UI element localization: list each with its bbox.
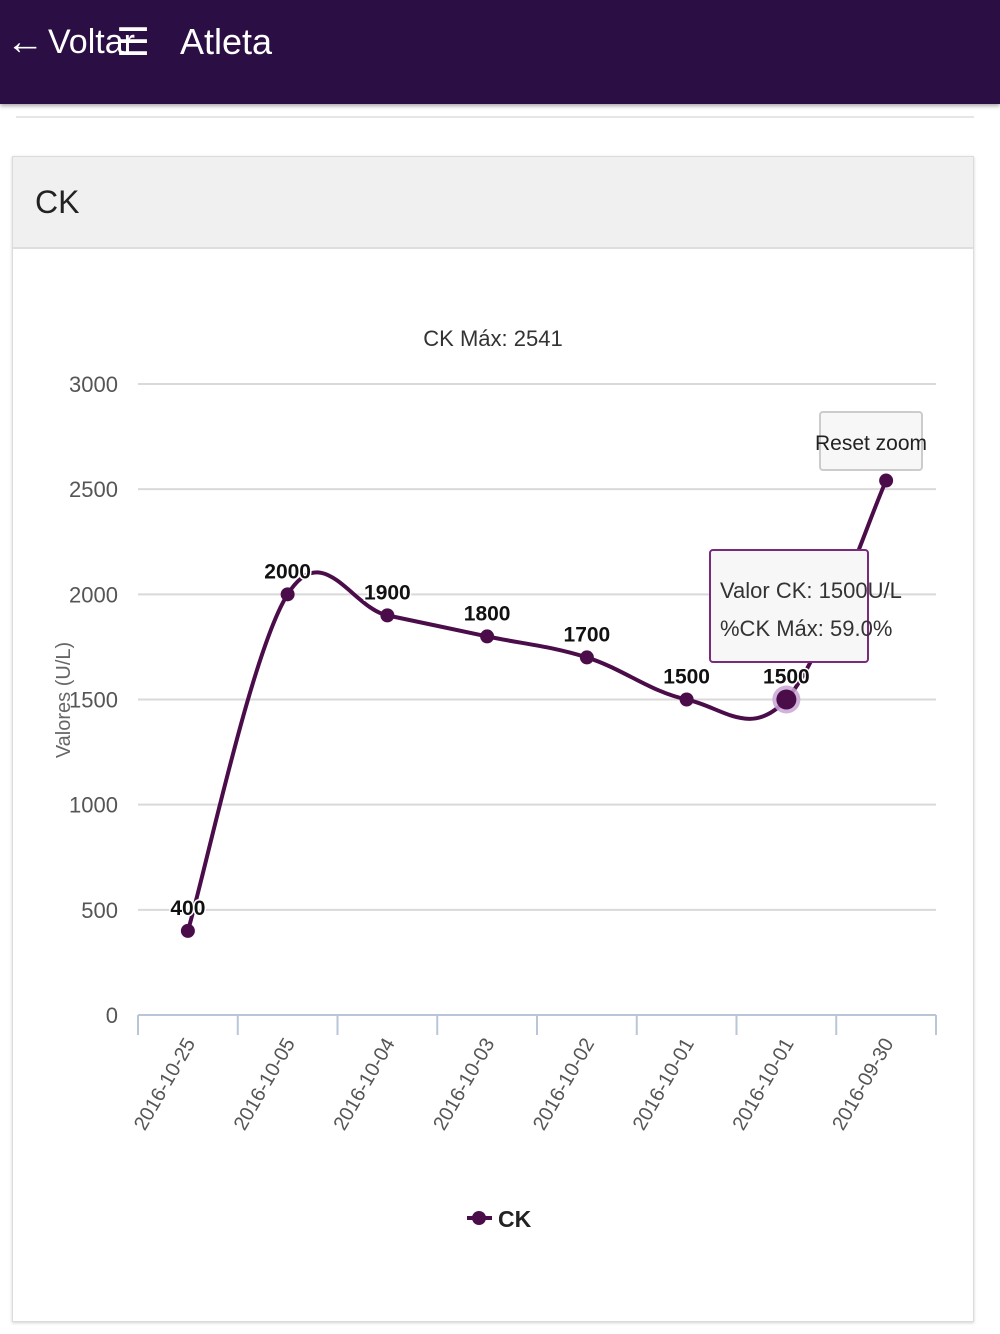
card-title: CK bbox=[13, 157, 973, 249]
data-point[interactable] bbox=[180, 923, 195, 938]
x-tick-label: 2016-10-05 bbox=[230, 1035, 300, 1135]
data-point[interactable] bbox=[380, 608, 395, 623]
data-label: 2000 bbox=[264, 560, 311, 583]
ck-chart-card: CK bbox=[12, 156, 974, 1322]
hamburger-menu-icon[interactable]: ☰ bbox=[116, 21, 151, 64]
data-point[interactable] bbox=[280, 587, 295, 602]
data-label: 1700 bbox=[564, 623, 611, 646]
x-tick-label: 2016-10-04 bbox=[329, 1035, 399, 1135]
x-tick-label: 2016-09-30 bbox=[828, 1035, 898, 1135]
reset-zoom-button[interactable] bbox=[819, 411, 923, 471]
tooltip-box bbox=[709, 549, 869, 663]
x-tick-label: 2016-10-03 bbox=[429, 1035, 499, 1135]
x-tick-label: 2016-10-01 bbox=[629, 1035, 699, 1135]
chart-title: CK Máx: 2541 bbox=[423, 326, 562, 351]
y-tick-label: 0 bbox=[106, 1003, 118, 1028]
y-axis-label: Valores (U/L) bbox=[53, 642, 75, 758]
reset-zoom-label[interactable]: Reset zoom bbox=[815, 432, 927, 455]
data-point[interactable] bbox=[776, 689, 797, 710]
tooltip-line2: %CK Máx: 59.0% bbox=[720, 616, 892, 641]
y-tick-label: 500 bbox=[81, 898, 118, 923]
data-label: 1500 bbox=[663, 666, 710, 689]
legend-marker-ck bbox=[472, 1211, 486, 1225]
data-point[interactable] bbox=[679, 692, 694, 707]
back-label: Voltar bbox=[48, 22, 135, 61]
tooltip-line1: Valor CK: 1500U/L bbox=[720, 578, 902, 603]
y-tick-label: 2500 bbox=[69, 477, 118, 502]
y-tick-label: 1500 bbox=[69, 688, 118, 713]
y-tick-label: 2000 bbox=[69, 582, 118, 607]
y-tick-label: 1000 bbox=[69, 793, 118, 818]
data-label: 400 bbox=[170, 897, 205, 920]
page-title: Atleta bbox=[180, 21, 273, 62]
legend-label-ck[interactable]: CK bbox=[498, 1206, 532, 1232]
data-label: 1800 bbox=[464, 602, 511, 625]
arrow-left-icon: ← bbox=[6, 21, 44, 63]
y-tick-label: 3000 bbox=[69, 372, 118, 397]
data-point[interactable] bbox=[579, 650, 594, 665]
data-point[interactable] bbox=[480, 629, 495, 644]
back-button[interactable]: ← Voltar bbox=[6, 18, 135, 66]
top-app-bar: ← Voltar ☰ Atleta bbox=[0, 0, 1000, 104]
x-tick-label: 2016-10-01 bbox=[728, 1035, 798, 1135]
data-label: 1500 bbox=[763, 666, 810, 689]
data-label: 1900 bbox=[364, 581, 411, 604]
data-point[interactable] bbox=[879, 473, 894, 488]
divider bbox=[16, 116, 974, 118]
x-tick-label: 2016-10-02 bbox=[529, 1035, 599, 1135]
x-tick-label: 2016-10-25 bbox=[130, 1035, 200, 1135]
